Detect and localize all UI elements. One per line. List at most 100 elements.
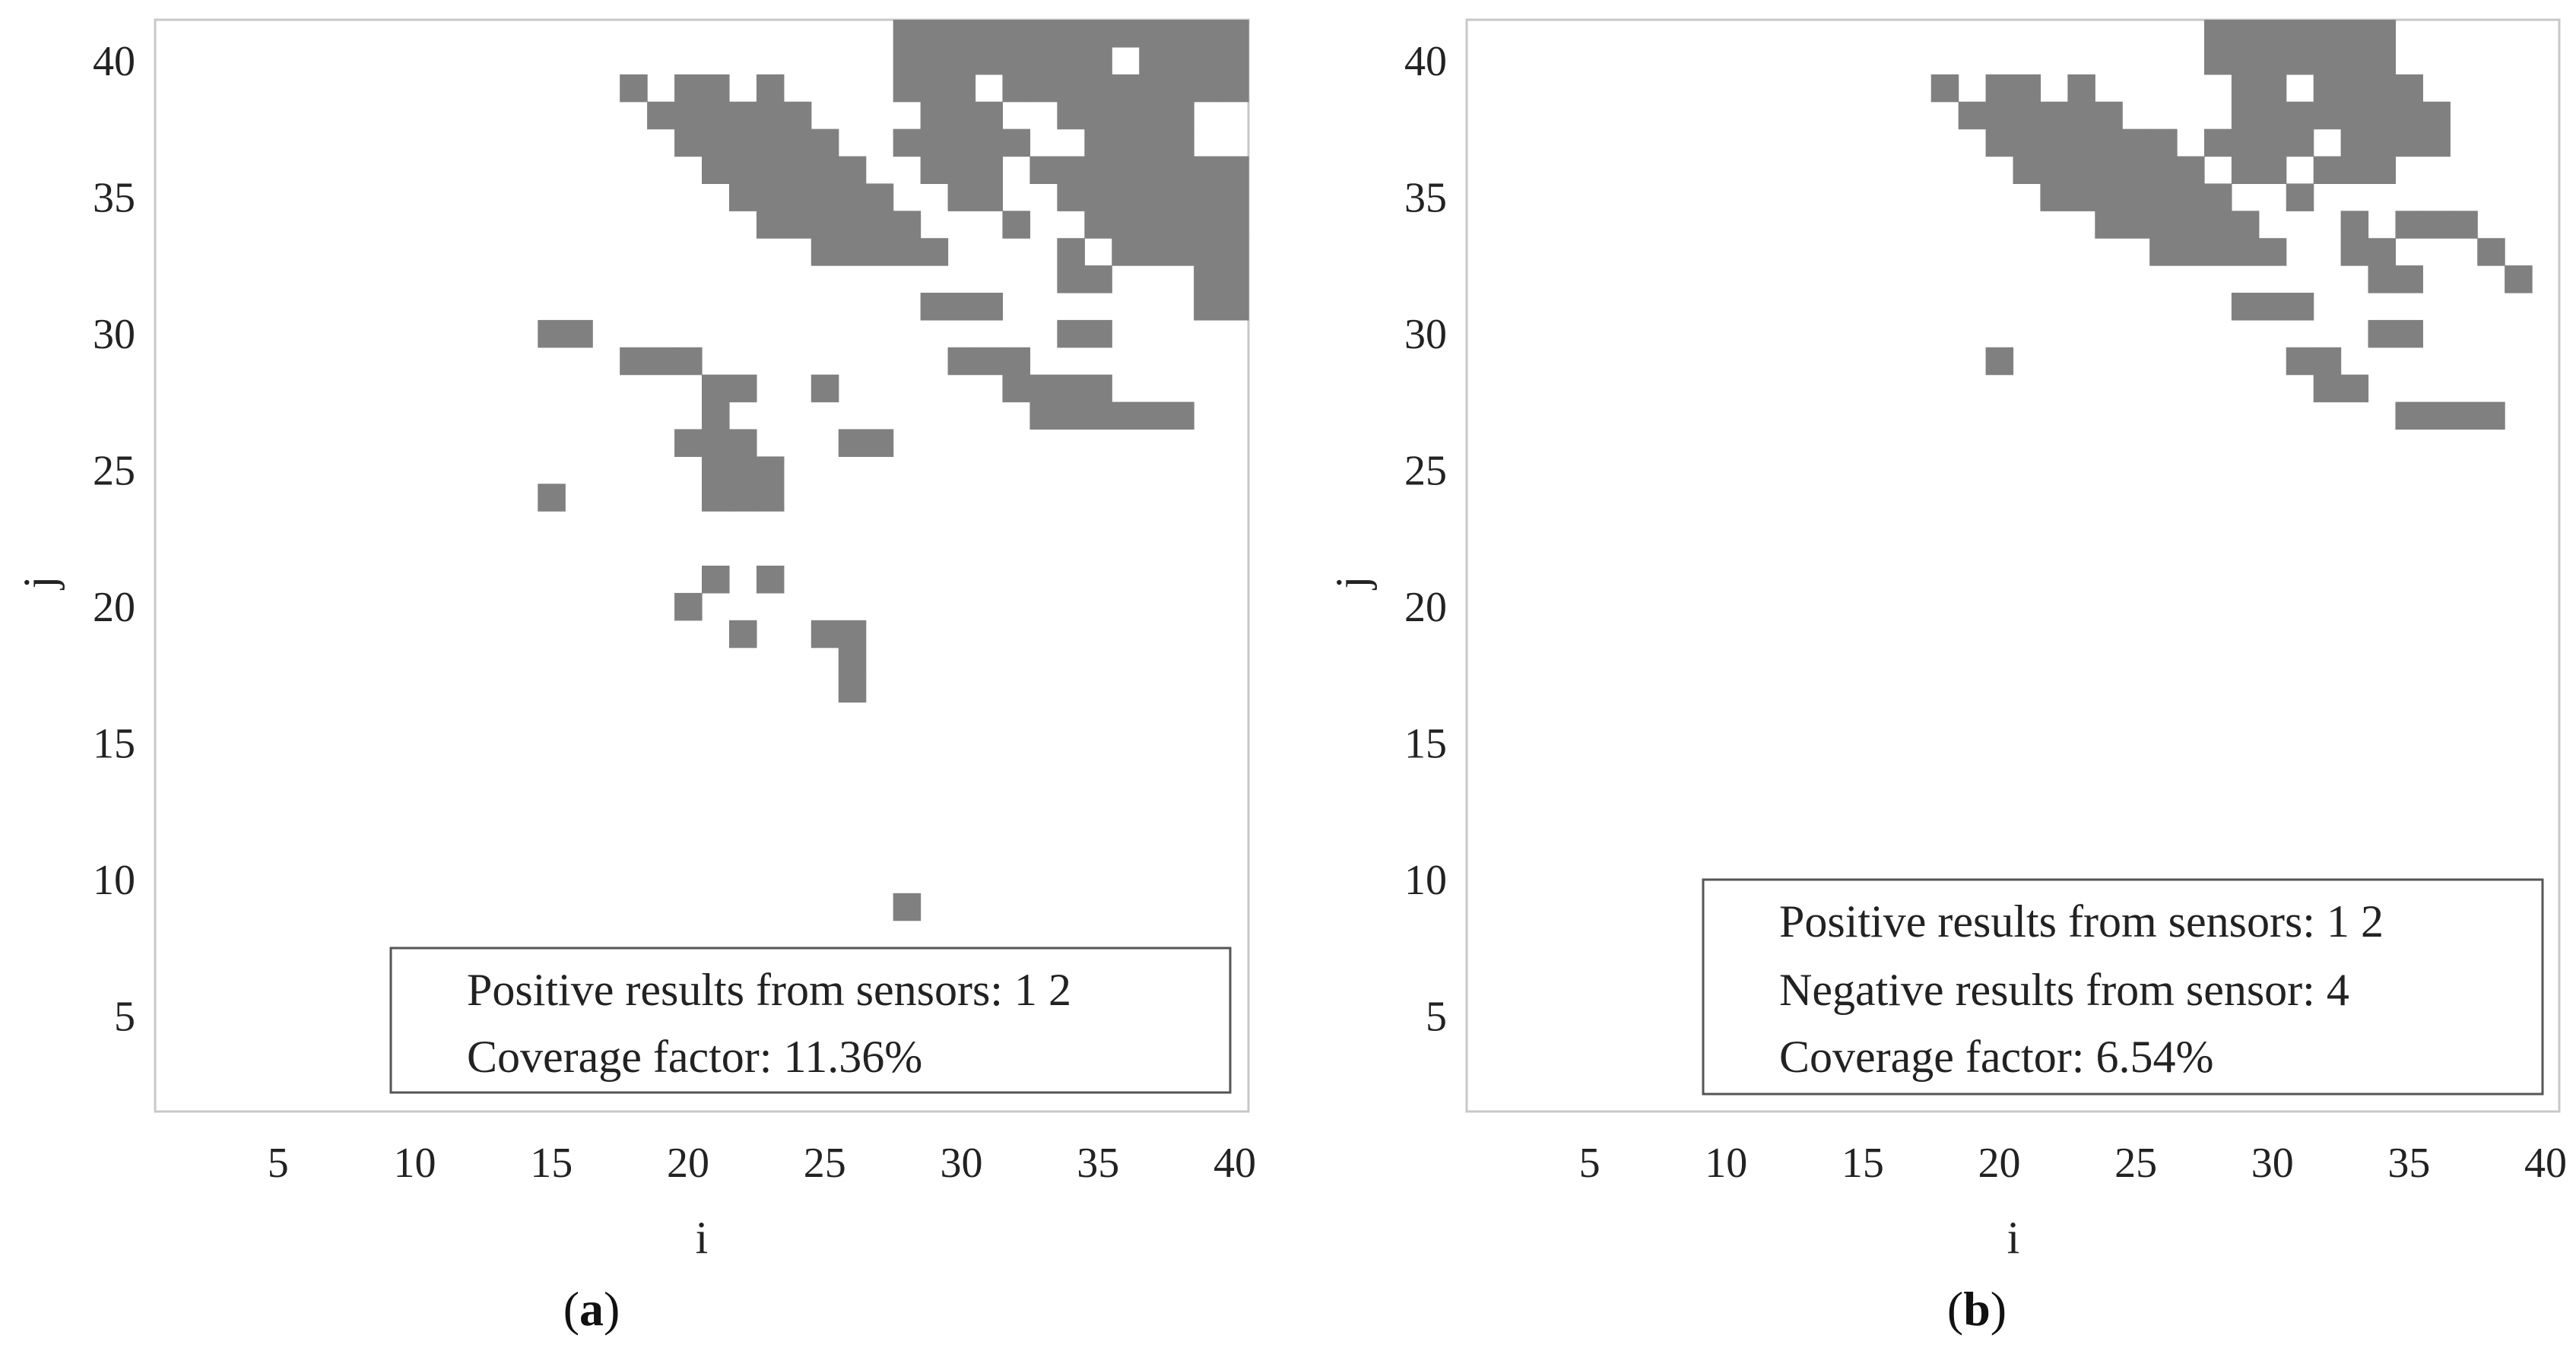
heatmap-cell bbox=[1139, 20, 1167, 48]
y-tick-label: 40 bbox=[93, 38, 135, 85]
legend-frame bbox=[1702, 878, 2544, 1096]
heatmap-cell bbox=[2095, 183, 2123, 211]
heatmap-cell bbox=[1029, 74, 1058, 103]
y-tick-label: 10 bbox=[93, 857, 135, 904]
heatmap-cell bbox=[2231, 156, 2260, 184]
y-tick-label: 5 bbox=[1426, 993, 1447, 1040]
heatmap-cell bbox=[1084, 156, 1112, 184]
heatmap-cell bbox=[920, 101, 949, 130]
heatmap-cell bbox=[1112, 20, 1140, 48]
heatmap-cell bbox=[1194, 20, 1222, 48]
heatmap-cell bbox=[947, 183, 976, 211]
heatmap-cell bbox=[865, 238, 894, 266]
heatmap-cell bbox=[702, 101, 730, 130]
heatmap-cell bbox=[2203, 46, 2232, 75]
heatmap-cell bbox=[1194, 293, 1222, 321]
heatmap-cell bbox=[756, 566, 785, 594]
heatmap-cell bbox=[2258, 128, 2287, 157]
heatmap-cell bbox=[1194, 156, 1222, 184]
heatmap-cell bbox=[674, 128, 703, 157]
x-tick-label: 20 bbox=[667, 1140, 709, 1187]
heatmap-cell bbox=[920, 74, 949, 103]
heatmap-cell bbox=[920, 128, 949, 157]
heatmap-cell bbox=[1139, 101, 1167, 130]
heatmap-cell bbox=[975, 46, 1004, 75]
heatmap-cell bbox=[893, 20, 922, 48]
heatmap-cell bbox=[920, 238, 949, 266]
heatmap-cell bbox=[1112, 183, 1140, 211]
heatmap-cell bbox=[783, 211, 812, 239]
y-tick-label: 35 bbox=[1404, 174, 1447, 221]
heatmap-cell bbox=[2149, 183, 2178, 211]
heatmap-cell bbox=[1112, 401, 1140, 430]
heatmap-cell bbox=[783, 183, 812, 211]
heatmap-cell bbox=[2395, 401, 2423, 430]
heatmap-cell bbox=[2450, 401, 2478, 430]
heatmap-cell bbox=[920, 293, 949, 321]
heatmap-cell bbox=[756, 74, 785, 103]
heatmap-cell bbox=[1139, 156, 1167, 184]
legend-entry-coverage: Coverage factor: 6.54% bbox=[1779, 1032, 2213, 1082]
heatmap-cell bbox=[2258, 156, 2287, 184]
heatmap-cell bbox=[1139, 183, 1167, 211]
heatmap-cell bbox=[2231, 128, 2260, 157]
heatmap-cell bbox=[2203, 183, 2232, 211]
heatmap-cell bbox=[1985, 128, 2014, 157]
y-tick-label: 20 bbox=[93, 584, 135, 631]
heatmap-cell bbox=[1166, 401, 1194, 430]
heatmap-cell bbox=[1084, 20, 1112, 48]
heatmap-cell bbox=[1002, 347, 1030, 376]
heatmap-cell bbox=[756, 128, 785, 157]
heatmap-cell bbox=[865, 211, 894, 239]
heatmap-cell bbox=[2395, 319, 2423, 348]
heatmap-cell bbox=[2258, 293, 2287, 321]
heatmap-cell bbox=[1166, 211, 1194, 239]
heatmap-cell bbox=[2258, 74, 2287, 103]
heatmap-cell bbox=[2095, 211, 2123, 239]
heatmap-cell bbox=[947, 101, 976, 130]
heatmap-cell bbox=[2177, 156, 2205, 184]
heatmap-cell bbox=[2231, 46, 2260, 75]
panel-caption-a: (a) bbox=[563, 1282, 620, 1336]
heatmap-cell bbox=[1166, 74, 1194, 103]
heatmap-cell bbox=[2122, 211, 2150, 239]
heatmap-cell bbox=[1985, 347, 2014, 376]
heatmap-cell bbox=[756, 156, 785, 184]
legend-entry-coverage: Coverage factor: 11.36% bbox=[467, 1032, 922, 1082]
heatmap-cell bbox=[2095, 101, 2123, 130]
heatmap-cell bbox=[1084, 74, 1112, 103]
heatmap-cell bbox=[2368, 20, 2397, 48]
heatmap-cell bbox=[2477, 401, 2505, 430]
heatmap-cell bbox=[1166, 156, 1194, 184]
heatmap-cell bbox=[920, 46, 949, 75]
heatmap-cell bbox=[2422, 128, 2451, 157]
heatmap-cell bbox=[756, 484, 785, 512]
cell-group bbox=[538, 20, 1249, 921]
heatmap-cell bbox=[2258, 238, 2287, 266]
heatmap-cell bbox=[620, 347, 648, 376]
heatmap-cell bbox=[1057, 101, 1085, 130]
heatmap-cell bbox=[1221, 265, 1249, 293]
heatmap-cell bbox=[2286, 183, 2314, 211]
heatmap-cell bbox=[2203, 211, 2232, 239]
heatmap-cell bbox=[702, 456, 730, 484]
heatmap-cell bbox=[728, 183, 757, 211]
heatmap-cell bbox=[2368, 156, 2397, 184]
heatmap-cell bbox=[728, 374, 757, 403]
heatmap-cell bbox=[1002, 374, 1030, 403]
x-tick-label: 10 bbox=[1705, 1140, 1747, 1187]
heatmap-cell bbox=[2231, 211, 2260, 239]
heatmap-cell bbox=[1166, 128, 1194, 157]
heatmap-cell bbox=[1084, 183, 1112, 211]
heatmap-cell bbox=[2505, 265, 2533, 293]
heatmap-cell bbox=[2067, 183, 2095, 211]
x-axis-label: i bbox=[696, 1213, 709, 1263]
legend-box: Positive results from sensors: 1 2 Cover… bbox=[389, 947, 1232, 1094]
heatmap-cell bbox=[1057, 74, 1085, 103]
heatmap-cell bbox=[975, 128, 1004, 157]
heatmap-cell bbox=[2040, 101, 2068, 130]
x-tick-label: 40 bbox=[2524, 1140, 2567, 1187]
x-tick-label: 35 bbox=[2387, 1140, 2430, 1187]
heatmap-cell bbox=[702, 128, 730, 157]
heatmap-cell bbox=[2177, 238, 2205, 266]
